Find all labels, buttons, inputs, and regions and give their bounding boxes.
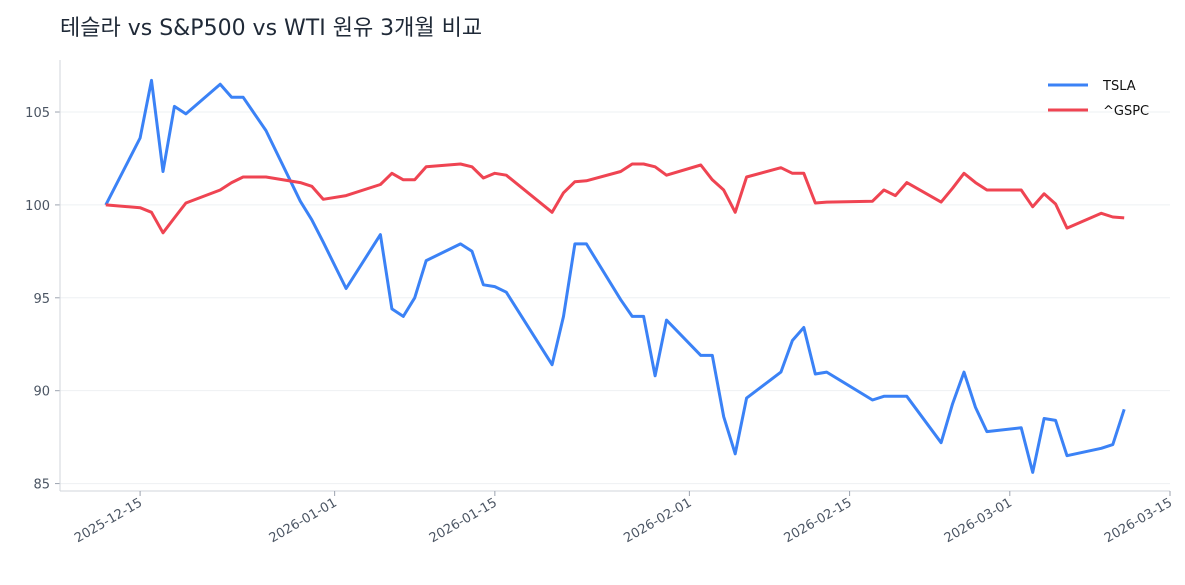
y-tick-label: 100: [25, 199, 50, 214]
x-tick-label: 2026-03-15: [1102, 495, 1175, 546]
x-tick-label: 2026-02-15: [782, 495, 855, 546]
y-tick-label: 105: [25, 106, 50, 121]
y-tick-label: 95: [33, 292, 50, 307]
chart-title: 테슬라 vs S&P500 vs WTI 원유 3개월 비교: [60, 16, 483, 41]
series-line-tsla: [104, 78, 1126, 474]
x-tick-label: 2026-01-01: [267, 495, 340, 546]
y-tick-label: 90: [33, 385, 50, 400]
y-tick-label: 85: [33, 478, 50, 493]
x-tick-label: 2026-01-15: [427, 495, 500, 546]
x-tick-label: 2026-03-01: [942, 495, 1015, 546]
x-tick-label: 2026-02-01: [621, 495, 694, 546]
x-tick-label: 2025-12-15: [72, 495, 145, 546]
series-line-gspc: [105, 162, 1125, 235]
legend-label: ^GSPC: [1103, 104, 1149, 119]
legend-label: TSLA: [1102, 79, 1136, 94]
